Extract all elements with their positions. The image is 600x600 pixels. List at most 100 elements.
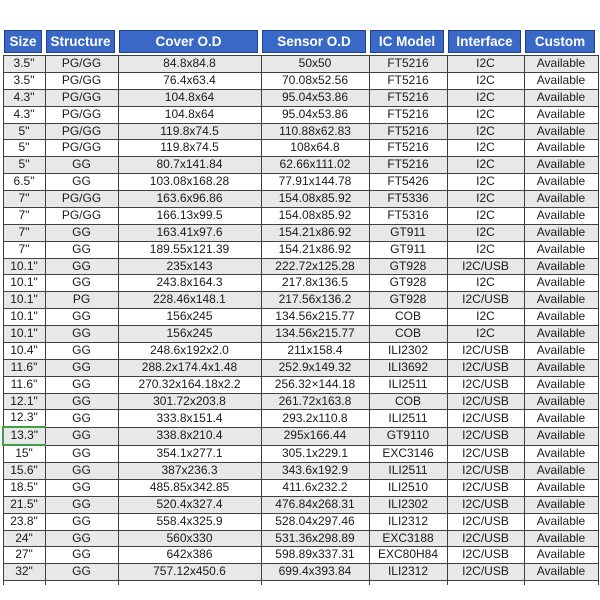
cell[interactable]: FT5216	[368, 105, 448, 124]
cell[interactable]: 10.1"	[2, 325, 46, 343]
cell[interactable]: GG	[44, 173, 119, 191]
cell[interactable]: GT911	[368, 223, 448, 242]
cell[interactable]: 248.6x192x2.0	[117, 341, 262, 360]
cell[interactable]: 4.3"	[2, 105, 46, 124]
cell[interactable]: ILI3692	[368, 358, 448, 377]
cell[interactable]: I2C/USB	[446, 291, 525, 310]
cell[interactable]: GG	[44, 341, 119, 360]
cell[interactable]: GG	[44, 274, 119, 293]
cell[interactable]: 108x64.8	[260, 139, 370, 158]
cell[interactable]: 15.6"	[2, 462, 46, 480]
cell[interactable]: 95.04x53.86	[260, 88, 370, 107]
cell[interactable]: I2C/USB	[446, 444, 525, 464]
cell[interactable]: Available	[523, 156, 599, 175]
cell[interactable]: 7"	[2, 223, 46, 242]
column-header-cover-o-d[interactable]: Cover O.D	[117, 28, 260, 55]
cell[interactable]: Available	[523, 495, 599, 514]
cell[interactable]: PG/GG	[44, 105, 119, 124]
cell[interactable]: I2C/USB	[446, 375, 525, 394]
cell[interactable]: 252.9x149.32	[260, 358, 370, 377]
cell[interactable]: GG	[44, 308, 119, 326]
cell[interactable]: 5"	[2, 156, 46, 175]
cell[interactable]: 11.6"	[2, 375, 46, 394]
cell[interactable]: GG	[44, 223, 119, 242]
cell[interactable]: 10.1"	[2, 274, 46, 293]
cell[interactable]: GG	[44, 512, 119, 531]
cell[interactable]: 12.3"	[2, 409, 46, 428]
cell[interactable]: ILI2511	[368, 409, 448, 428]
cell[interactable]: 84.8x84.8	[117, 55, 262, 73]
cell[interactable]: Available	[523, 190, 599, 208]
cell[interactable]: GG	[44, 240, 119, 259]
cell[interactable]: FT5216	[368, 88, 448, 107]
cell[interactable]: 7"	[2, 206, 46, 225]
cell[interactable]: 295x166.44	[260, 426, 370, 446]
cell[interactable]: I2C/USB	[446, 546, 525, 565]
cell[interactable]: 103.08x168.28	[117, 173, 262, 191]
cell[interactable]: FT5216	[368, 55, 448, 73]
cell[interactable]: 301.72x203.8	[117, 392, 262, 411]
cell[interactable]: 23.8"	[2, 512, 46, 531]
cell[interactable]: Available	[523, 257, 599, 276]
cell[interactable]: 305.1x229.1	[260, 444, 370, 464]
cell[interactable]: GG	[44, 156, 119, 175]
cell[interactable]: EXC80H84	[368, 546, 448, 565]
cell[interactable]: GT928	[368, 274, 448, 293]
cell[interactable]: I2C/USB	[446, 512, 525, 531]
cell[interactable]: FT5216	[368, 122, 448, 141]
cell[interactable]: PG/GG	[44, 88, 119, 107]
cell[interactable]: Available	[523, 308, 599, 326]
cell[interactable]: Available	[523, 88, 599, 107]
cell[interactable]: 4.3"	[2, 88, 46, 107]
cell[interactable]: 338.8x210.4	[117, 426, 262, 446]
cell[interactable]: I2C	[446, 88, 525, 107]
cell[interactable]: GG	[44, 358, 119, 377]
cell[interactable]: GG	[44, 478, 119, 497]
cell[interactable]: GG	[44, 392, 119, 411]
cell[interactable]: 343.6x192.9	[260, 462, 370, 480]
column-header-interface[interactable]: Interface	[446, 28, 523, 55]
cell[interactable]: 134.56x215.77	[260, 308, 370, 326]
cell[interactable]: 27"	[2, 546, 46, 565]
cell[interactable]: 134.56x215.77	[260, 325, 370, 343]
cell[interactable]: 3.5"	[2, 55, 46, 73]
cell[interactable]: 560x330	[117, 529, 262, 548]
cell[interactable]: 119.8x74.5	[117, 139, 262, 158]
cell[interactable]: Available	[523, 563, 599, 582]
cell[interactable]: FT5426	[368, 173, 448, 191]
cell[interactable]: I2C	[446, 274, 525, 293]
cell[interactable]: ILI2312	[368, 512, 448, 531]
cell[interactable]: I2C	[446, 122, 525, 141]
cell[interactable]: Available	[523, 462, 599, 480]
cell[interactable]: 154.21x86.92	[260, 240, 370, 259]
cell[interactable]: ILI2511	[368, 462, 448, 480]
cell[interactable]: 189.55x121.39	[117, 240, 262, 259]
cell[interactable]: 166.13x99.5	[117, 206, 262, 225]
cell[interactable]: GG	[44, 546, 119, 565]
cell[interactable]: Available	[523, 341, 599, 360]
cell[interactable]: Available	[523, 240, 599, 259]
cell[interactable]: 261.72x163.8	[260, 392, 370, 411]
cell[interactable]: Available	[523, 444, 599, 464]
cell[interactable]: 10.1"	[2, 308, 46, 326]
cell[interactable]: 95.04x53.86	[260, 105, 370, 124]
cell[interactable]: 156x245	[117, 308, 262, 326]
cell[interactable]: 10.4"	[2, 341, 46, 360]
cell[interactable]: I2C	[446, 206, 525, 225]
cell[interactable]: Available	[523, 478, 599, 497]
cell[interactable]: I2C	[446, 240, 525, 259]
cell[interactable]: I2C/USB	[446, 409, 525, 428]
cell[interactable]: 10.1"	[2, 257, 46, 276]
cell[interactable]: ILI2510	[368, 478, 448, 497]
cell[interactable]: Available	[523, 274, 599, 293]
cell[interactable]: Available	[523, 173, 599, 191]
cell[interactable]: 70.08x52.56	[260, 71, 370, 90]
cell[interactable]: 154.21x86.92	[260, 223, 370, 242]
cell[interactable]: FT5216	[368, 71, 448, 90]
cell[interactable]: I2C	[446, 325, 525, 343]
cell[interactable]: 387x236.3	[117, 462, 262, 480]
cell[interactable]: ILI2312	[368, 563, 448, 582]
cell[interactable]: 7"	[2, 240, 46, 259]
cell[interactable]: PG	[44, 291, 119, 310]
cell[interactable]: 77.91x144.78	[260, 173, 370, 191]
